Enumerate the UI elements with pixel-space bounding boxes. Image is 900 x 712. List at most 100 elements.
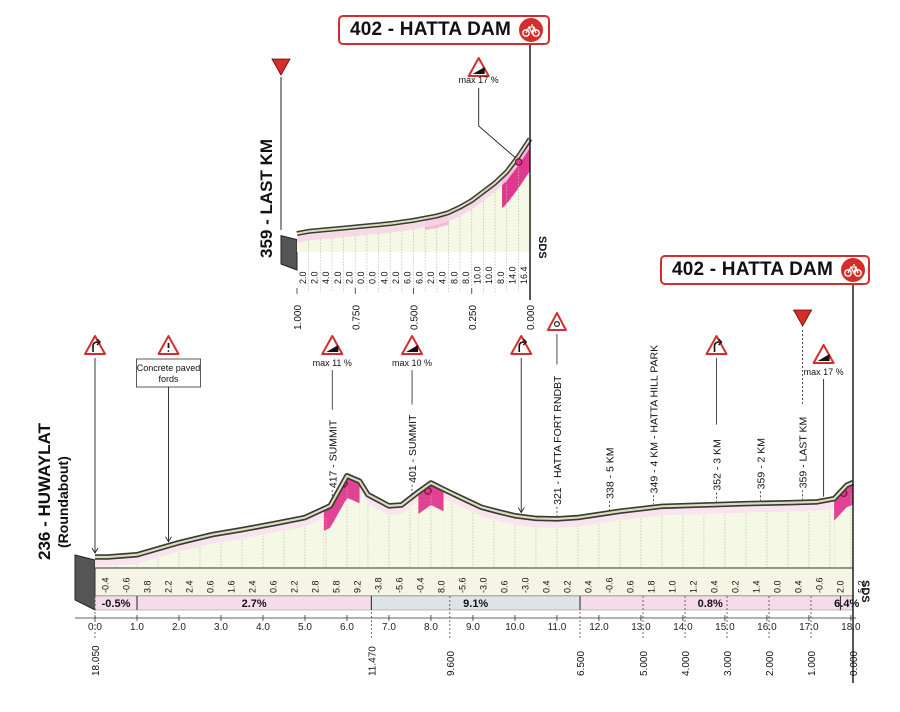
- inset-gradient-label: 4.0: [379, 271, 389, 284]
- roundabout-glyph: [553, 321, 560, 328]
- start-sub-label: (Roundabout): [55, 456, 71, 548]
- turn-glyph-head: [96, 338, 101, 346]
- segment-gradient-label: 1.0: [667, 580, 677, 593]
- segment-gradient-label: 2.2: [163, 580, 173, 593]
- sign-arrow: [165, 536, 172, 543]
- x-tick-label: 5.0: [298, 622, 312, 633]
- inset-gradient-label: 8.0: [496, 271, 506, 284]
- average-gradient-label: 6.4%: [834, 598, 859, 610]
- point-label: 338 - 5 KM: [604, 447, 616, 498]
- segment-gradient-label: -0.6: [604, 577, 614, 593]
- profile-side-wall: [74, 554, 96, 611]
- segment-gradient-label: 1.8: [646, 580, 656, 593]
- gradient-row: [94, 567, 854, 597]
- segment-gradient-label: -3.8: [373, 577, 383, 593]
- climb-max-caption: max 10 %: [392, 358, 432, 368]
- segment-gradient-label: -3.0: [478, 577, 488, 593]
- bicycle-icon: [518, 18, 543, 42]
- roundabout-sign-icon: [705, 335, 728, 355]
- inset-finish-banner: 402 - HATTA DAM: [338, 15, 550, 45]
- warning-glyph-dot: [167, 350, 170, 352]
- segment-gradient-label: 9.2: [352, 580, 362, 593]
- inset-summit-dot: [514, 158, 523, 166]
- segment-gradient-label: 1.2: [688, 580, 698, 593]
- segment-gradient-label: -0.4: [100, 577, 110, 593]
- km-to-go-label: 2.000: [765, 651, 776, 676]
- inset-gradient-label: 16.4: [519, 266, 529, 284]
- segment-gradient-label: 0.6: [625, 580, 635, 593]
- point-label: 359 - 2 KM: [756, 438, 768, 489]
- x-tick-label: 9.0: [466, 622, 480, 633]
- segment-gradient-label: 2.0: [835, 580, 845, 593]
- inset-last-km-label: 359 - LAST KM: [257, 139, 276, 258]
- average-gradient-label: 2.7%: [242, 598, 267, 610]
- segment-gradient-label: 0.6: [205, 580, 215, 593]
- average-gradient-label: 0.8%: [698, 598, 723, 610]
- segment-gradient-label: 0.4: [541, 580, 551, 593]
- sign-arrow: [517, 507, 525, 514]
- inset-gradient-label: 8.0: [449, 271, 459, 284]
- segment-gradient-label: 0.4: [583, 580, 593, 593]
- inset-x-tick-label: 0.500: [410, 305, 421, 330]
- x-tick-label: 8.0: [424, 622, 438, 633]
- segment-gradient-label: 1.4: [751, 580, 761, 593]
- x-tick-label: 11.0: [548, 622, 567, 633]
- average-gradient-label: -0.5%: [102, 598, 131, 610]
- inset-gradient-label: 2.0: [426, 271, 436, 284]
- average-gradient-label: 9.1%: [463, 598, 488, 610]
- km-to-go-label: 0.000: [849, 651, 860, 676]
- inset-gradient-label: 10.0: [484, 266, 494, 284]
- inset-climb-leader: [478, 88, 516, 159]
- x-tick-label: 13.0: [631, 622, 651, 633]
- x-tick-label: 12.0: [589, 622, 609, 633]
- segment-gradient-label: -5.6: [394, 577, 404, 593]
- main-profile: -0.4 -0.6 3.8 2.2 2.4 0.6 1.6 2.4 0.6 2.2 2.8 5.8 9.…: [74, 285, 871, 683]
- point-label: 359 - LAST KM: [798, 417, 810, 489]
- point-label: 349 - 4 KM - HATTA HILL PARK: [649, 345, 661, 493]
- x-tick-label: 2.0: [172, 622, 186, 633]
- segment-gradient-label: -0.4: [415, 577, 425, 593]
- main-finish-label: 402 - HATTA DAM: [672, 259, 833, 280]
- inset-gradient-label: 14.0: [508, 266, 518, 284]
- road-line-inner: [95, 474, 854, 559]
- roundabout-sign-icon: [510, 335, 533, 355]
- sds-label: SDS: [859, 580, 871, 603]
- segment-gradient-label: -0.6: [121, 577, 131, 593]
- km-to-go-label: 9.600: [446, 651, 457, 676]
- climb-glyph: [817, 354, 830, 361]
- km-to-go-label: 6.500: [576, 651, 587, 676]
- km-to-go-label: 1.000: [807, 651, 818, 676]
- inset-side-wall: [280, 234, 298, 271]
- km-to-go-label: 18.050: [91, 645, 102, 676]
- inset-finish-label: 402 - HATTA DAM: [350, 19, 511, 40]
- km-to-go-label: 3.000: [723, 651, 734, 676]
- caption-line: Concrete paved: [137, 363, 201, 373]
- turn-glyph: [713, 341, 720, 352]
- climb-glyph: [472, 67, 485, 74]
- bicycle-icon: [840, 258, 865, 282]
- turn-glyph: [92, 341, 99, 352]
- x-tick-label: 17.0: [799, 622, 819, 633]
- main-finish-banner: 402 - HATTA DAM: [660, 255, 870, 285]
- segment-gradient-label: 2.2: [289, 580, 299, 593]
- climb-glyph: [326, 345, 339, 352]
- segment-gradient-label: 0.4: [793, 580, 803, 593]
- last-km-flag-icon: [792, 309, 813, 327]
- inset-road-inner: [296, 138, 531, 235]
- segment-gradient-label: 2.4: [184, 580, 194, 593]
- inset-x-tick-label: 0.000: [526, 305, 537, 330]
- last-km-flag-icon: [271, 58, 291, 76]
- segment-gradient-label: 0.6: [268, 580, 278, 593]
- climb-highlight-base: [323, 498, 360, 568]
- segment-gradient-label: 0.4: [709, 580, 719, 593]
- inset-x-tick-label: 0.250: [468, 305, 479, 330]
- inset-x-tick-label: 1.000: [293, 305, 304, 330]
- segment-gradient-label: 8.0: [436, 580, 446, 593]
- segment-gradient-label: 5.8: [331, 580, 341, 593]
- start-label: 236 - HUWAYLAT: [35, 422, 54, 560]
- point-label: 321 - HATTA FORT RNDBT: [552, 375, 564, 505]
- point-label: 417 - SUMMIT: [327, 419, 339, 488]
- inset-x-tick-label: 0.750: [351, 305, 362, 330]
